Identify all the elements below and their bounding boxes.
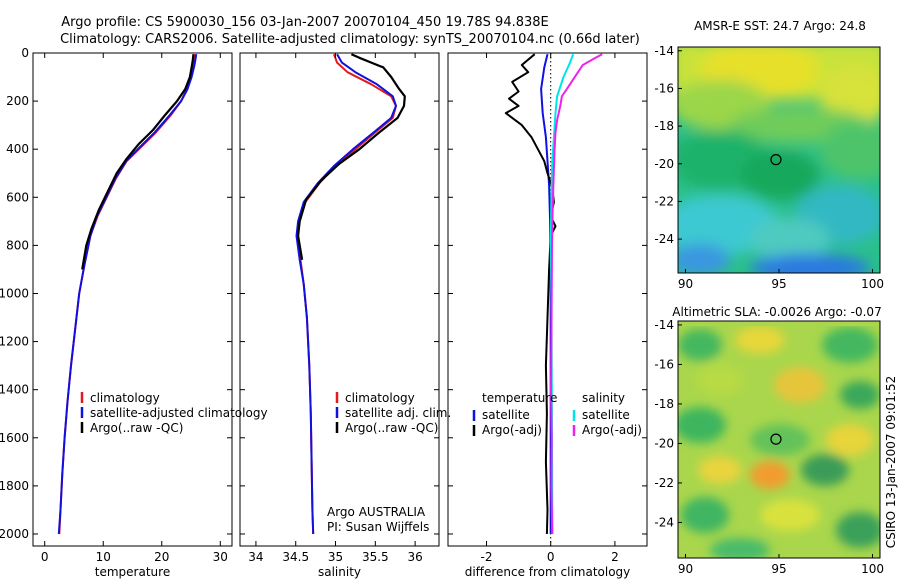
legend-label: satellite — [482, 408, 530, 422]
legend-label: satellite — [582, 408, 630, 422]
sla-map-title: Altimetric SLA: -0.0026 Argo: -0.07 — [672, 305, 881, 319]
y-tick-label: 1200 — [0, 335, 29, 349]
temperature-frame — [32, 52, 233, 547]
y-tick-label: 1800 — [0, 479, 29, 493]
legend-label: climatology — [90, 391, 160, 405]
difference-xlabel: difference from climatology — [465, 565, 631, 579]
y-tick-label: 800 — [6, 238, 29, 252]
y-tick-label: 1400 — [0, 383, 29, 397]
series-line-difference-2 — [549, 53, 575, 534]
map-y-tick-label: -22 — [654, 194, 674, 208]
legend-label: Argo(..raw -QC) — [90, 421, 183, 435]
legend-label: satellite-adjusted climatology — [90, 406, 268, 420]
x-tick-label: 30 — [213, 550, 228, 564]
map-y-tick-label: -14 — [654, 318, 674, 332]
map-x-tick-label: 100 — [861, 562, 884, 576]
figure-title-line2: Climatology: CARS2006. Satellite-adjuste… — [60, 32, 640, 47]
map-x-tick-label: 95 — [771, 277, 786, 291]
y-tick-label: 600 — [6, 190, 29, 204]
temperature-panel: 0 10 20 30 0 200 400 600 800 1000 1200 1400 1600 1800… — [0, 46, 268, 579]
profile-panels: 0 10 20 30020040060080010001200140016001800… — [0, 46, 648, 579]
amsr-axes: 90 95 100 -14 -16 -18 -20 -22 -24 — [654, 44, 884, 291]
y-tick-label: 400 — [6, 142, 29, 156]
x-tick-label: 35 — [328, 550, 343, 564]
sla-axes: 90 95 100 -14 -16 -18 -20 -22 -24 — [654, 318, 884, 576]
map-y-tick-label: -18 — [654, 119, 674, 133]
csiro-timestamp: CSIRO 13-Jan-2007 09:01:52 — [884, 376, 898, 548]
map-x-tick-label: 90 — [678, 277, 693, 291]
legend-label: satellite adj. clim. — [345, 406, 451, 420]
y-tick-label: 1000 — [0, 286, 29, 300]
series-line-temperature-1 — [57, 54, 198, 535]
map-y-tick-label: -24 — [654, 515, 674, 529]
argo-annotation: PI: Susan Wijffels — [327, 520, 429, 534]
x-tick-label: 0 — [41, 550, 49, 564]
argo-location-marker-sla — [770, 433, 782, 445]
amsr-sst-map: AMSR-E SST: 24.7 Argo: 24.8 90 95 100-1 — [654, 19, 884, 291]
series-line-difference-1 — [504, 53, 557, 535]
figure-title-line1: Argo profile: CS 5900030_156 03-Jan-2007… — [61, 15, 549, 30]
salinity-xlabel: salinity — [318, 565, 361, 579]
y-tick-label: 1600 — [0, 431, 29, 445]
temperature-xlabel: temperature — [95, 565, 170, 579]
series-line-salinity-1 — [295, 53, 397, 535]
map-x-tick-label: 95 — [771, 562, 786, 576]
legend-label: Argo(-adj) — [582, 423, 642, 437]
map-y-tick-label: -18 — [654, 397, 674, 411]
difference-frame — [447, 52, 648, 547]
y-tick-label: 0 — [21, 46, 29, 60]
argo-annotation: Argo AUSTRALIA — [327, 505, 426, 519]
salinity-frame — [239, 52, 440, 547]
x-tick-label: 0 — [547, 550, 555, 564]
y-tick-label: 2000 — [0, 527, 29, 541]
x-tick-label: 20 — [154, 550, 169, 564]
y-tick-label: 200 — [6, 94, 29, 108]
series-line-salinity-2 — [297, 53, 406, 260]
series-line-temperature-2 — [81, 54, 195, 270]
map-y-tick-label: -16 — [654, 81, 674, 95]
argo-location-marker — [770, 154, 782, 166]
map-y-tick-label: -16 — [654, 357, 674, 371]
legend-label: climatology — [345, 391, 415, 405]
map-x-tick-label: 90 — [678, 562, 693, 576]
salinity-panel: 34 34.5 35 35.5 36 salinity climatologysatelli… — [239, 52, 451, 579]
x-tick-label: -2 — [481, 550, 493, 564]
series-line-difference-3 — [550, 53, 603, 535]
map-y-tick-label: -20 — [654, 436, 674, 450]
map-y-tick-label: -20 — [654, 157, 674, 171]
x-tick-label: 10 — [96, 550, 111, 564]
legend-label: Argo(..raw -QC) — [345, 421, 438, 435]
x-tick-label: 35.5 — [362, 550, 389, 564]
map-x-tick-label: 100 — [861, 277, 884, 291]
sla-heatmap — [678, 321, 880, 558]
map-y-tick-label: -14 — [654, 44, 674, 58]
map-y-tick-label: -22 — [654, 476, 674, 490]
legend-label: Argo(-adj) — [482, 423, 542, 437]
sla-map: Altimetric SLA: -0.0026 Argo: -0.07 — [654, 305, 884, 576]
x-tick-label: 36 — [407, 550, 422, 564]
legend-salinity-title: salinity — [582, 391, 625, 405]
x-tick-label: 2 — [611, 550, 619, 564]
amsr-heatmap — [678, 47, 880, 273]
x-tick-label: 34.5 — [282, 550, 309, 564]
legend-temperature-title: temperature — [482, 391, 557, 405]
amsr-map-title: AMSR-E SST: 24.7 Argo: 24.8 — [694, 19, 866, 33]
x-tick-label: 34 — [248, 550, 263, 564]
map-y-tick-label: -24 — [654, 232, 674, 246]
